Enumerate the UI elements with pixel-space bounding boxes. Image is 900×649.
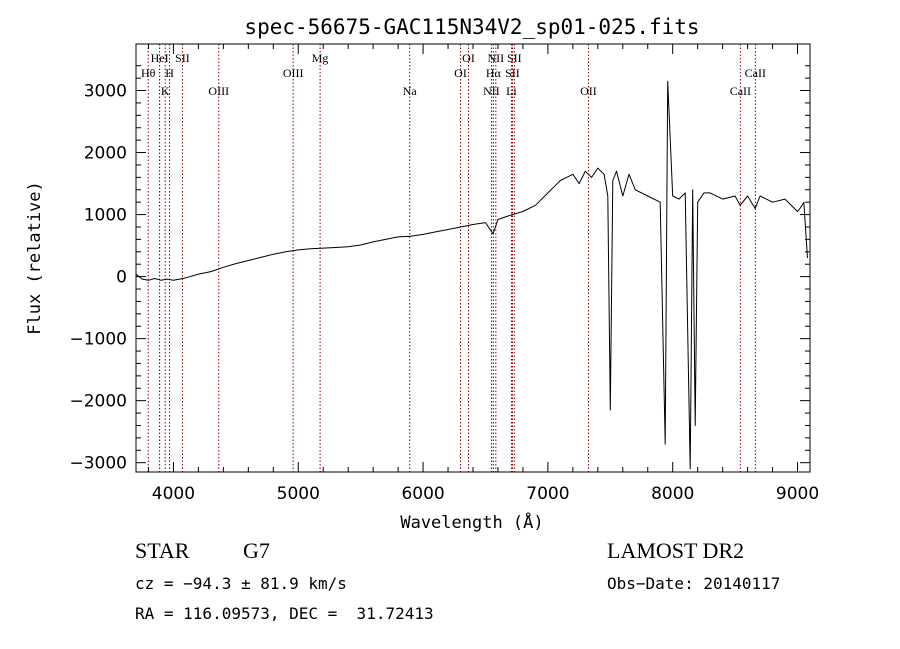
spectral-line-label: K [161,84,170,98]
spectral-line-label: CaII [745,66,766,80]
x-tick-label: 5000 [277,484,320,504]
y-tick-label: 2000 [84,144,127,164]
object-type: STAR [135,538,190,563]
spectral-line-label: CaII [730,84,751,98]
x-tick-label: 7000 [526,484,569,504]
spectral-line-label: Li [506,84,517,98]
spectral-line-label: Hα [486,66,502,80]
line-layer [135,80,808,470]
spectrum-line [135,80,808,470]
spectral-line-label: OIII [208,84,229,98]
spectral-line-label: SII [175,51,190,65]
x-tick-label: 4000 [152,484,195,504]
spectral-line-label: OI [454,66,467,80]
y-axis-label: Flux (relative) [25,181,45,335]
object-subclass: G7 [243,538,270,563]
y-tick-label: −1000 [69,330,127,350]
spectral-line-label: H [165,66,174,80]
spectral-line-label: SII [507,51,522,65]
x-tick-label: 8000 [651,484,694,504]
chart-title: spec-56675-GAC115N34V2_sp01-025.fits [244,15,699,39]
spectral-line-label: Mg [312,51,329,65]
x-axis-label: Wavelength (Å) [400,511,543,533]
spectral-line-label: NII [488,51,505,65]
axis-layer: 4000 5000 6000 7000 8000 9000 −3000 −2000 −1000 0… [69,44,819,504]
spectral-line-label: Na [403,84,418,98]
spectral-line-label: OII [580,84,597,98]
y-tick-label: −3000 [69,454,127,474]
y-tick-label: 0 [116,268,127,288]
spectral-line-label: OIII [283,66,304,80]
observation-date: Obs−Date: 20140117 [607,574,781,593]
spectral-line-label: Hθ [141,66,156,80]
y-tick-label: 1000 [84,206,127,226]
y-tick-label: −2000 [69,392,127,412]
sky-coordinates: RA = 116.09573, DEC = 31.72413 [135,604,434,623]
spectral-line-label: OI [462,51,475,65]
spectral-line-label: SII [505,66,520,80]
y-tick-label: 3000 [84,82,127,102]
plot-frame [135,43,811,473]
spectral-line-label: HeI [151,51,169,65]
redshift-velocity: cz = −94.3 ± 81.9 km/s [135,574,347,593]
x-tick-label: 6000 [401,484,444,504]
survey-name: LAMOST DR2 [607,538,745,563]
x-tick-label: 9000 [776,484,819,504]
spectral-line-label: NII [483,84,500,98]
